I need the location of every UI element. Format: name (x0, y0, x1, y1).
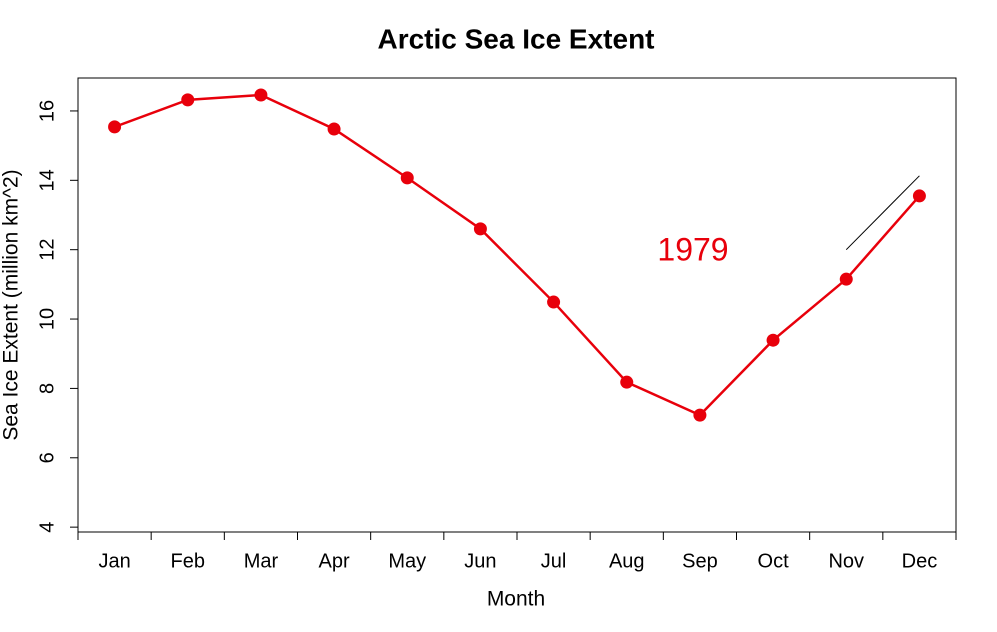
y-tick-label: 6 (36, 452, 58, 463)
x-tick-label: Jun (464, 550, 496, 572)
x-tick-label: Dec (902, 550, 938, 572)
data-point (254, 88, 268, 102)
y-tick-label: 10 (36, 308, 58, 330)
data-point (693, 408, 707, 422)
series-line (845, 175, 920, 251)
data-point (912, 189, 926, 203)
y-tick-label: 14 (36, 169, 58, 191)
annotation: 1979 (657, 231, 728, 267)
x-tick-label: Sep (682, 550, 718, 572)
series-line (114, 93, 921, 417)
data-point (327, 122, 341, 136)
plot-frame (77, 77, 957, 533)
x-tick-label: May (388, 550, 426, 572)
y-tick-label: 12 (36, 239, 58, 261)
x-tick-label: Jul (541, 550, 567, 572)
y-tick-label: 4 (36, 522, 58, 533)
x-tick-label: Aug (609, 550, 645, 572)
data-point (839, 272, 853, 286)
data-point (547, 295, 561, 309)
y-axis-title: Sea Ice Extent (million km^2) (0, 169, 23, 440)
x-tick-label: Oct (758, 550, 790, 572)
data-point (181, 93, 195, 107)
x-tick-label: Nov (828, 550, 864, 572)
data-point (473, 222, 487, 236)
x-tick-label: Mar (244, 550, 279, 572)
x-tick-label: Feb (171, 550, 205, 572)
y-tick-label: 8 (36, 383, 58, 394)
x-tick-label: Jan (98, 550, 130, 572)
data-point (400, 171, 414, 185)
data-point (108, 120, 122, 134)
data-point (766, 333, 780, 347)
chart-title: Arctic Sea Ice Extent (377, 23, 654, 54)
y-tick-label: 16 (36, 100, 58, 122)
x-axis-title: Month (487, 588, 545, 611)
x-tick-label: Apr (319, 550, 350, 572)
data-point (620, 375, 634, 389)
